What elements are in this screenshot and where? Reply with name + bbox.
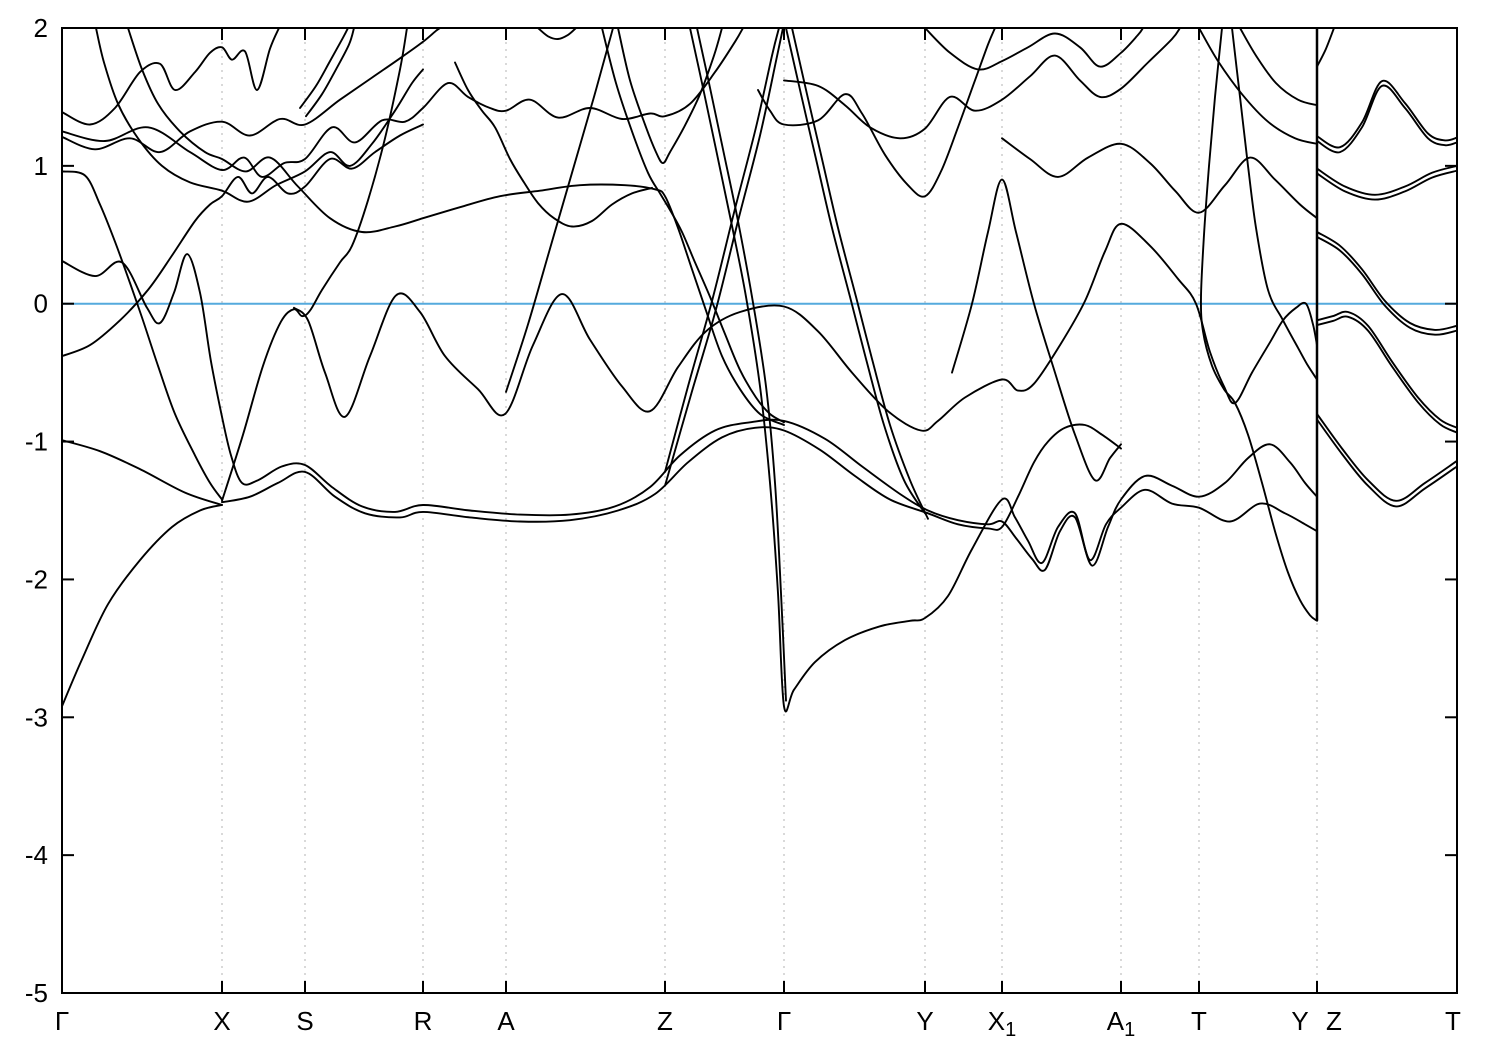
y-tick-label: 1 [34, 151, 48, 181]
band-line [783, 28, 1181, 140]
band-line [454, 61, 653, 228]
x-tick-label: Y [1291, 1006, 1308, 1036]
band-line [1200, 28, 1318, 622]
band-line [1316, 79, 1456, 149]
x-tick-label: A [497, 1006, 515, 1036]
y-axis-labels: 2 1 0 -1 -2 -3 -4 -5 [25, 13, 48, 1008]
band-line [505, 28, 614, 393]
y-tick-label: -3 [25, 702, 48, 732]
y-tick-label: -2 [25, 564, 48, 594]
ticks-layer [61, 27, 1458, 994]
band-line [1316, 84, 1456, 154]
band-line [1316, 418, 1456, 508]
band-line [1001, 137, 1318, 220]
band-line [1316, 231, 1456, 331]
band-line [305, 28, 355, 118]
band-line [63, 28, 280, 126]
band-line [63, 170, 223, 501]
band-line [1316, 315, 1456, 434]
x-tick-label: S [296, 1006, 313, 1036]
band-line [63, 504, 223, 707]
band-line [221, 423, 1122, 531]
band-line [617, 28, 723, 165]
y-tick-label: 2 [34, 13, 48, 43]
band-line [689, 28, 1318, 713]
band-line [601, 28, 785, 424]
band-line [127, 28, 785, 426]
x-tick-label: T [1191, 1006, 1207, 1036]
x-axis-labels: Γ X S R A Z Γ Y X1 A1 T Y Z T [55, 1006, 1461, 1041]
gridlines-layer [221, 28, 1318, 993]
band-line [1316, 169, 1456, 201]
band-line [95, 28, 424, 203]
plot-border [61, 27, 1458, 994]
band-line [924, 28, 1144, 71]
y-tick-label: -4 [25, 840, 48, 870]
y-tick-label: -5 [25, 978, 48, 1008]
x-tick-label: Γ [55, 1006, 69, 1036]
band-line [1316, 413, 1456, 502]
band-line [1316, 28, 1335, 68]
band-line [757, 28, 996, 198]
band-line [951, 178, 1122, 482]
band-line [63, 28, 744, 178]
x-tick-label: R [414, 1006, 433, 1036]
x-tick-label: X1 [988, 1006, 1016, 1041]
y-tick-label: -1 [25, 427, 48, 457]
band-line [1239, 28, 1318, 107]
band-line [1316, 310, 1456, 429]
band-line [63, 439, 223, 506]
band-line [664, 28, 784, 487]
x-tick-label: T [1445, 1006, 1461, 1036]
band-line [791, 28, 929, 520]
band-line [1231, 28, 1318, 381]
x-tick-label: X [213, 1006, 230, 1036]
band-line [785, 28, 926, 515]
band-line [221, 28, 408, 502]
x-tick-label: Z [657, 1006, 673, 1036]
band-line [1198, 28, 1318, 145]
band-line [63, 28, 441, 154]
y-tick-label: 0 [34, 289, 48, 319]
x-tick-label: Y [916, 1006, 933, 1036]
x-tick-label: Z [1326, 1006, 1342, 1036]
band-line [293, 222, 1318, 432]
x-tick-label: A1 [1107, 1006, 1135, 1041]
band-line [299, 28, 349, 109]
band-line [696, 28, 787, 702]
band-line [63, 123, 424, 357]
band-line [537, 28, 577, 40]
band-line [664, 28, 780, 473]
band-line [1316, 165, 1456, 196]
bands-layer [63, 28, 1456, 713]
band-line [63, 253, 1318, 572]
x-tick-label: Γ [777, 1006, 791, 1036]
band-line [1316, 235, 1456, 336]
